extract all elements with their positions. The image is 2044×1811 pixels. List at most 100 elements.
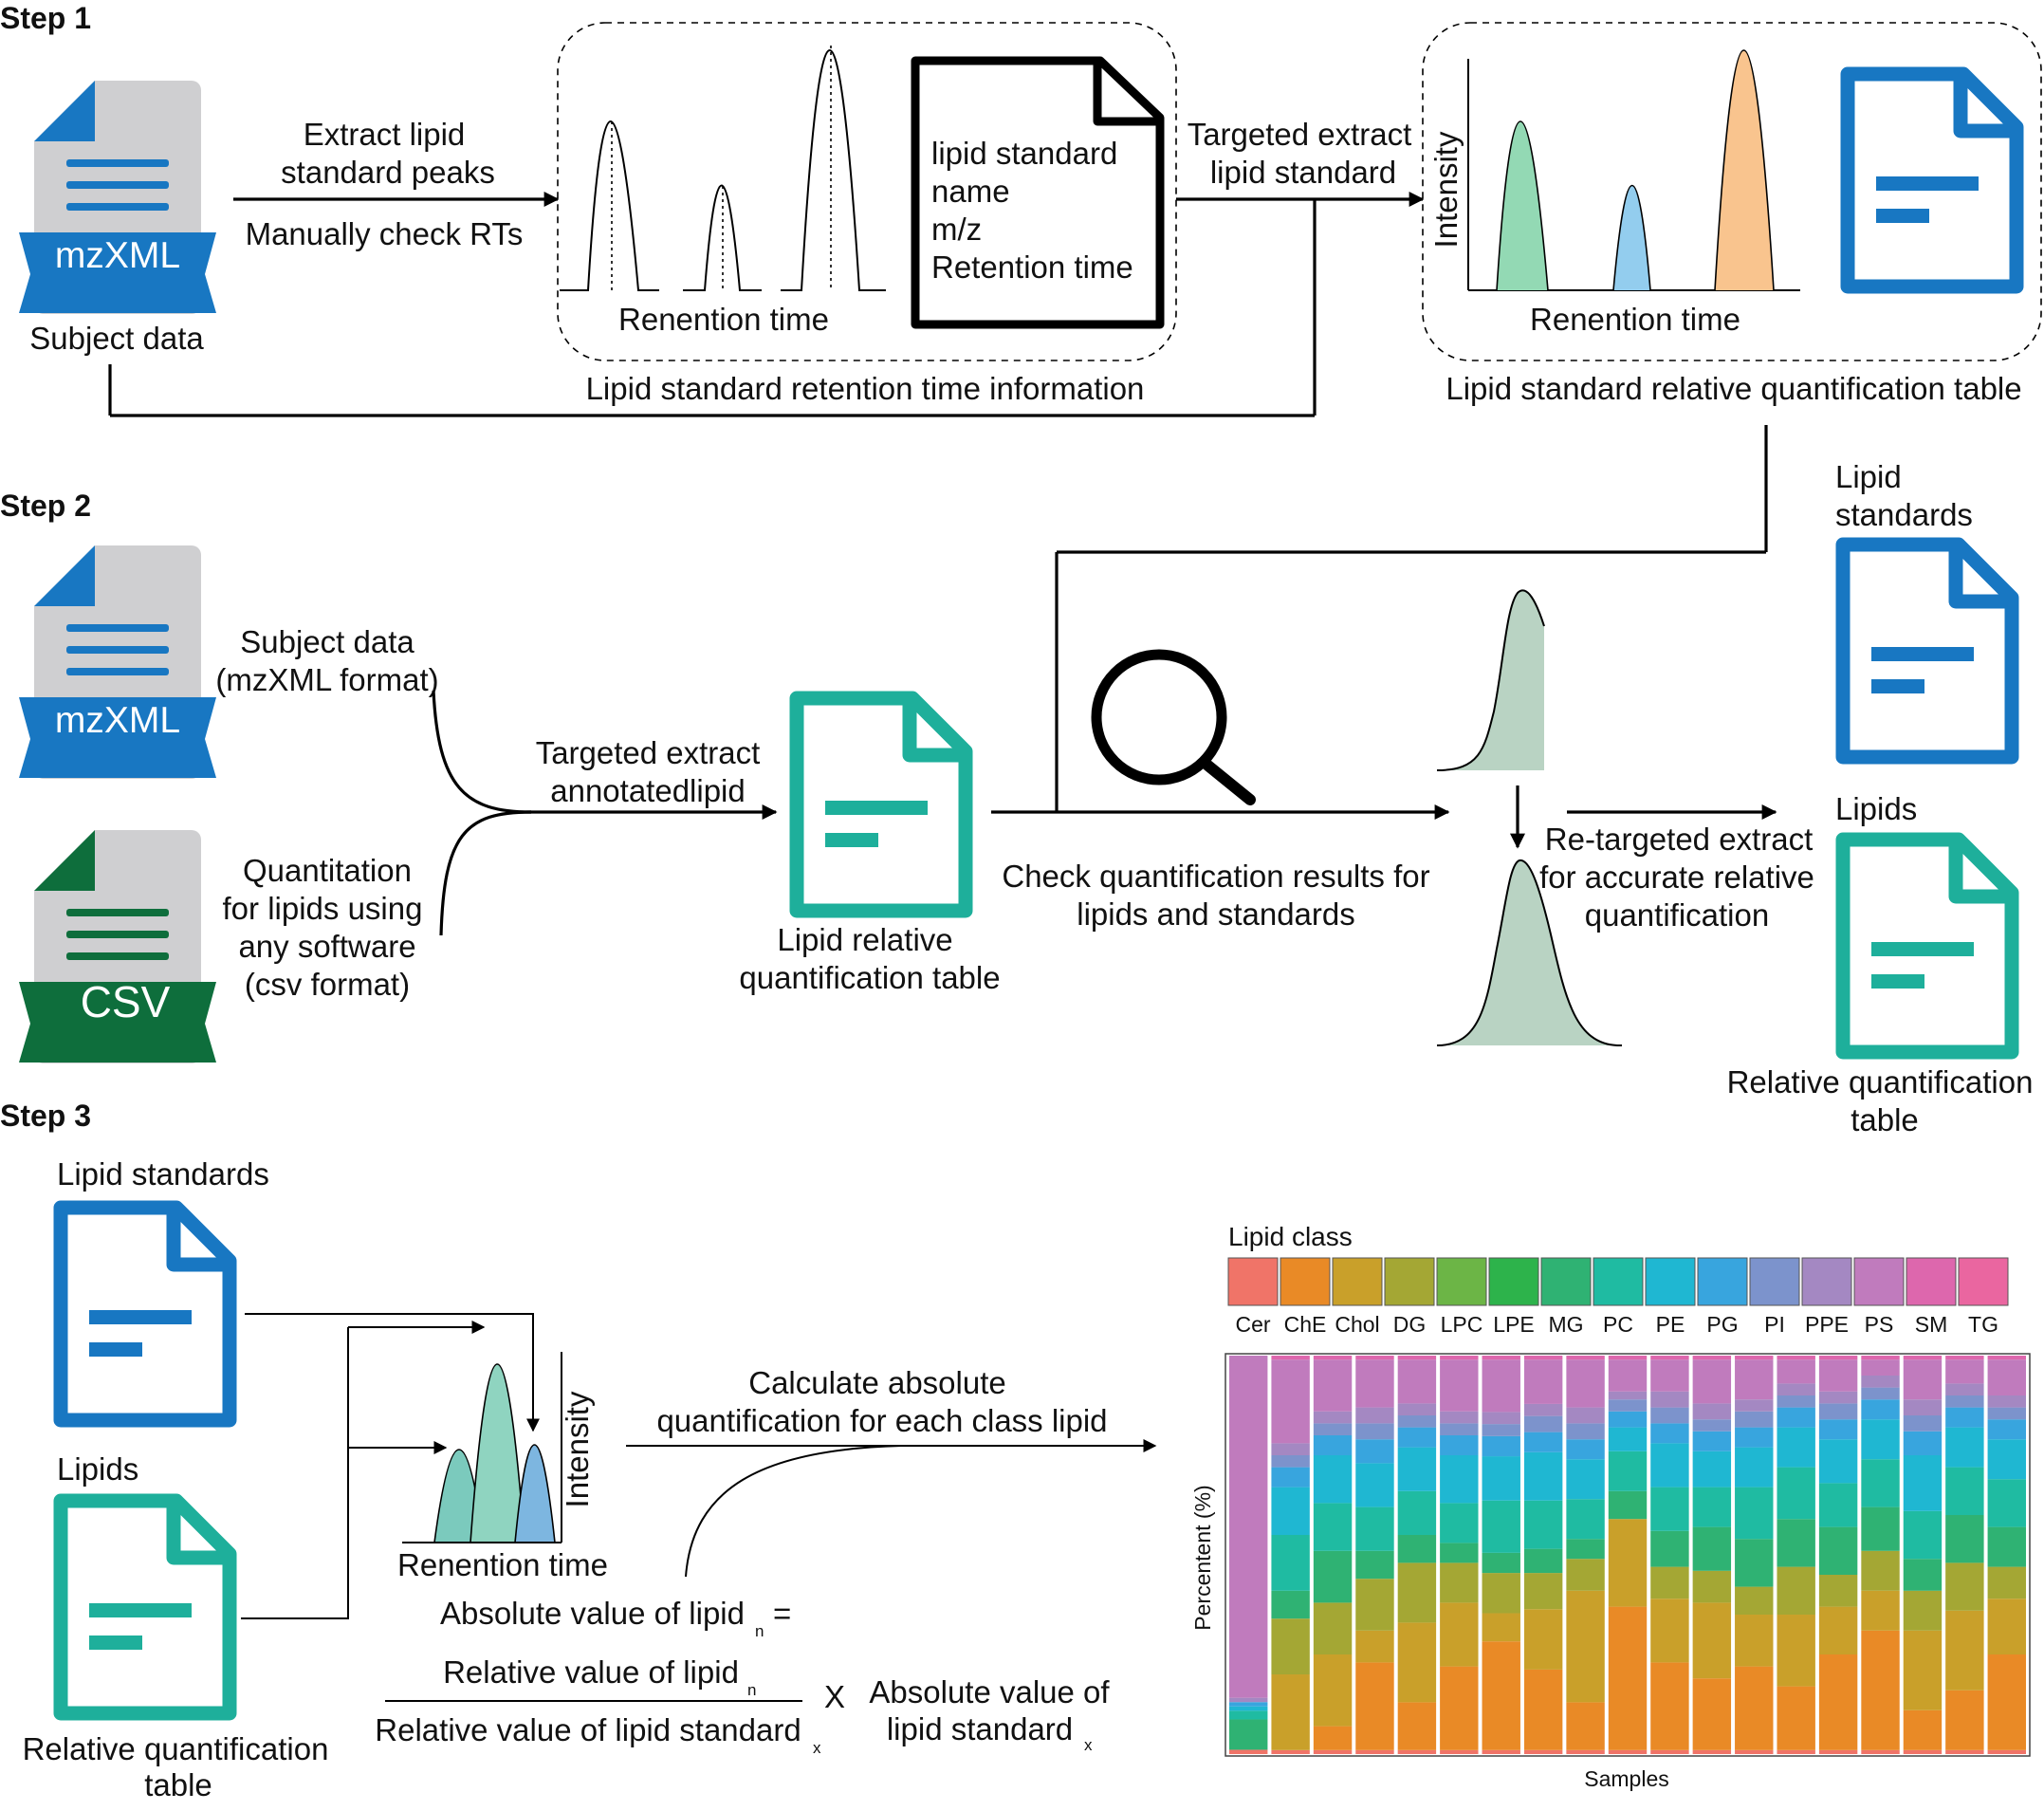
mzxml-label: mzXML [55,235,180,276]
legend-label-mg: MG [1548,1312,1583,1337]
lipid-class-legend: Cer ChE Chol DG LPC LPE MG PC PE PG PI PPE PS SM TG [1227,1257,2009,1337]
targeted-extract-label-1: Targeted extract [1188,117,1412,152]
bar-segment-s12-pi [1692,1419,1732,1432]
rel-table-label-3a: Relative quantification [23,1731,329,1766]
bar-segment-s6-sm [1440,1356,1479,1360]
lipids-doc-icon [1843,840,2012,1052]
overlapping-peaks [433,1363,556,1543]
bar-segment-s14-cer [1777,1749,1815,1754]
step3-label: Step 3 [0,1099,91,1133]
legend-label-cer: Cer [1235,1312,1270,1337]
bar-segment-s16-pc [1861,1459,1900,1507]
bar-segment-s4-ps [1355,1359,1394,1408]
bar-segment-s16-pe [1861,1419,1900,1460]
intensity-label-1: Intensity [1428,131,1464,248]
bar-segment-s3-ps [1313,1359,1353,1412]
bar-segment-s7-chol [1482,1613,1520,1642]
bar-segment-s19-sm [1987,1356,2026,1360]
bar-segment-s2-ppe [1271,1443,1310,1455]
bar-segment-s17-pg [1903,1431,1943,1455]
legend-label-lpc: LPC [1441,1312,1483,1337]
bar-segment-s19-pi [1987,1407,2026,1420]
bar-segment-s1-pc [1229,1710,1268,1720]
bar-segment-s13-sm [1735,1356,1774,1360]
retarget-line-3: quantification [1585,897,1769,933]
bar-segment-s17-ps [1903,1359,1943,1400]
lipid-standards-label-2b: standards [1835,497,1973,532]
magnifier-icon [1091,649,1256,805]
bar-segment-s10-pi [1608,1399,1648,1412]
bar-segment-s14-mg [1777,1519,1815,1567]
bar-segment-s12-pg [1692,1431,1732,1451]
bar-segment-s7-sm [1482,1356,1520,1360]
bar-segment-s5-cer [1397,1749,1437,1754]
rt-info-label: Lipid standard retention time informatio… [586,371,1145,406]
bar-segment-s9-pi [1566,1423,1605,1440]
bar-segment-s8-ps [1523,1359,1563,1404]
bar-segment-s5-pe [1397,1447,1437,1491]
bar-segment-s17-sm [1903,1356,1943,1360]
bar-segment-s9-mg [1566,1539,1605,1560]
bar-segment-s1-cer [1229,1749,1268,1754]
bar-segment-s5-che [1397,1702,1437,1750]
retention-time-axis-3: Renention time [397,1547,608,1582]
bar-segment-s11-pe [1650,1443,1689,1488]
legend-swatch-chol [1332,1257,1383,1306]
legend-label-pg: PG [1706,1312,1738,1337]
bar-segment-s15-chol [1818,1606,1858,1654]
colored-peaks [1470,49,1800,291]
bar-segment-s10-pc [1608,1451,1648,1491]
bar-segment-s4-chol [1355,1630,1394,1663]
bar-segment-s16-cer [1861,1749,1900,1754]
mzxml-file-icon: mzXML [19,81,216,314]
bar-segment-s14-pc [1777,1467,1815,1520]
legend-label-pi: PI [1764,1312,1785,1337]
standard-info-document [911,56,1165,329]
bar-segment-s15-dg [1818,1575,1858,1607]
legend-swatch-pi [1749,1257,1800,1306]
bar-segment-s11-sm [1650,1356,1689,1360]
bar-segment-s15-pi [1818,1403,1858,1420]
bar-segment-s14-pe [1777,1427,1815,1468]
bar-segment-s15-ps [1818,1359,1858,1392]
bar-segment-s18-mg [1945,1515,1984,1563]
intensity-label-3: Intensity [560,1391,595,1507]
bar-segment-s6-pe [1440,1455,1479,1504]
lipid-standards-label-2a: Lipid [1835,459,1902,494]
bar-segment-s15-mg [1818,1526,1858,1575]
bar-segment-s3-ppe [1313,1411,1353,1424]
legend-swatch-che [1280,1257,1331,1306]
doc-line-4: Retention time [931,249,1133,285]
retarget-line-1: Re-targeted extract [1545,822,1813,857]
legend-label-tg: TG [1968,1312,1998,1337]
bar-segment-s15-che [1818,1654,1858,1750]
bar-segment-s18-pe [1945,1427,1984,1468]
rel-table-label-2a: Relative quantification [1727,1064,2034,1100]
bar-segment-s6-mg [1440,1543,1479,1563]
bar-segment-s2-pe [1271,1487,1310,1535]
step2-label: Step 2 [0,489,91,523]
legend-label-pe: PE [1656,1312,1685,1337]
bar-segment-s12-pc [1692,1487,1732,1527]
bar-segment-s14-pi [1777,1395,1815,1408]
peak-box-2 [1422,22,2042,361]
bar-segment-s13-mg [1735,1539,1774,1587]
bar-segment-s2-sm [1271,1356,1310,1360]
bar-segment-s14-dg [1777,1566,1815,1615]
bar-segment-s5-pi [1397,1415,1437,1428]
bar-segment-s6-che [1440,1666,1479,1750]
bar-segment-s13-che [1735,1666,1774,1750]
calc-label-1: Calculate absolute [748,1365,1006,1400]
legend-swatch-pe [1645,1257,1696,1306]
bar-segment-s6-pi [1440,1423,1479,1435]
standard-quant-doc-icon [1848,74,2016,286]
bar-segment-s9-chol [1566,1590,1605,1703]
bar-segment-s1-pg [1229,1702,1268,1707]
bar-segment-s8-chol [1523,1609,1563,1670]
bar-segment-s10-che [1608,1606,1648,1750]
annotated-lipid-label: annotatedlipid [550,773,746,808]
formula-rhs-1: Absolute value of [869,1674,1110,1709]
bar-segment-s19-cer [1987,1749,2026,1754]
bar-segment-s18-sm [1945,1356,1984,1360]
bar-segment-s15-pg [1818,1419,1858,1440]
